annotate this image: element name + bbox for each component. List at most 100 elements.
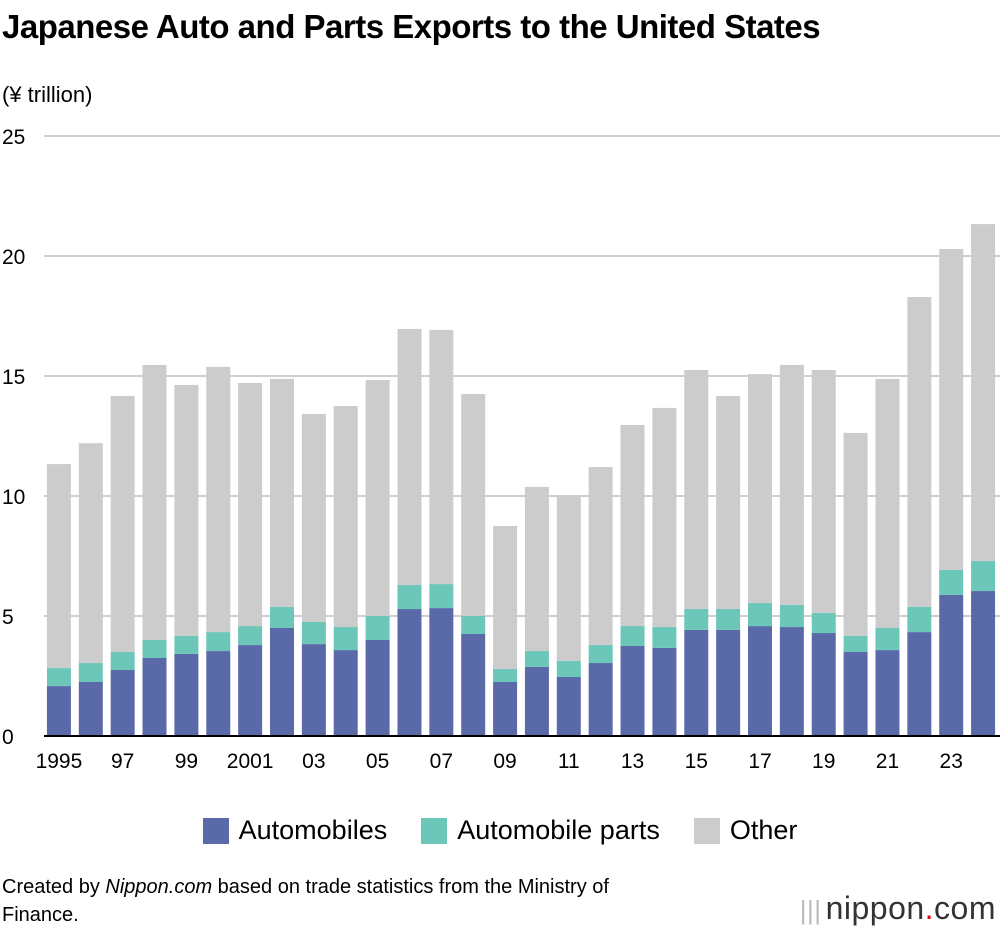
bar-automobiles bbox=[429, 608, 454, 736]
legend-item-other: Other bbox=[693, 815, 797, 846]
bar-automobiles bbox=[397, 609, 422, 736]
bar-other bbox=[971, 224, 996, 562]
bar-automobile-parts bbox=[779, 604, 804, 628]
y-tick-label: 10 bbox=[2, 486, 25, 509]
x-tick-label: 13 bbox=[621, 750, 644, 773]
bar-other bbox=[748, 374, 772, 604]
source-text: Created by bbox=[2, 876, 106, 898]
bar-automobile-parts bbox=[238, 626, 263, 646]
bar-automobile-parts bbox=[907, 606, 932, 633]
bar-automobile-parts bbox=[620, 626, 645, 646]
x-tick-label: 97 bbox=[111, 750, 134, 773]
bar-automobile-parts bbox=[461, 616, 486, 634]
bar-automobile-parts bbox=[174, 635, 199, 654]
bar-automobile-parts bbox=[524, 651, 549, 667]
bar-other bbox=[78, 443, 103, 664]
bar-automobile-parts bbox=[78, 663, 103, 682]
bar-other bbox=[779, 364, 804, 605]
x-tick-label: 09 bbox=[493, 750, 516, 773]
bar-automobile-parts bbox=[142, 640, 167, 658]
bar-automobiles bbox=[620, 646, 645, 736]
y-axis-unit-label: (¥ trillion) bbox=[2, 82, 93, 107]
bar-automobiles bbox=[652, 647, 677, 736]
bar-other bbox=[365, 380, 390, 616]
bar-automobiles bbox=[907, 632, 932, 736]
bar-automobiles bbox=[461, 634, 486, 736]
source-note: Created by Nippon.com based on trade sta… bbox=[2, 873, 642, 929]
bar-automobiles bbox=[524, 666, 549, 736]
legend: Automobiles Automobile parts Other bbox=[0, 815, 1000, 846]
legend-label: Automobiles bbox=[238, 815, 388, 845]
x-tick-label: 21 bbox=[876, 750, 899, 773]
bar-automobiles bbox=[142, 658, 167, 736]
bar-other bbox=[110, 395, 135, 652]
bar-automobiles bbox=[110, 670, 135, 736]
y-tick-label: 15 bbox=[2, 366, 25, 389]
x-tick-label: 19 bbox=[812, 750, 835, 773]
legend-swatch bbox=[421, 817, 448, 844]
bar-other bbox=[461, 394, 486, 616]
bar-automobile-parts bbox=[397, 585, 422, 610]
bar-automobiles bbox=[301, 644, 326, 736]
bar-automobile-parts bbox=[939, 569, 964, 595]
x-tick-label: 99 bbox=[175, 750, 198, 773]
bar-other bbox=[939, 249, 964, 570]
bar-other bbox=[333, 406, 358, 628]
bar-automobiles bbox=[779, 627, 804, 736]
legend-item-automobile-parts: Automobile parts bbox=[421, 815, 660, 846]
bar-automobile-parts bbox=[110, 652, 135, 670]
logo-tld: com bbox=[934, 890, 996, 926]
y-tick-label: 5 bbox=[2, 606, 14, 629]
x-tick-label: 1995 bbox=[36, 750, 83, 773]
bar-automobiles bbox=[748, 626, 772, 736]
legend-label: Automobile parts bbox=[457, 815, 660, 845]
bar-automobile-parts bbox=[301, 622, 326, 645]
bar-automobiles bbox=[588, 663, 613, 736]
logo-bars-icon: ||| bbox=[799, 895, 822, 925]
x-tick-label: 2001 bbox=[227, 750, 274, 773]
bar-automobiles bbox=[206, 651, 231, 736]
bar-automobile-parts bbox=[588, 645, 613, 664]
bar-automobiles bbox=[493, 682, 518, 736]
nippon-com-logo: ||| nippon.com bbox=[800, 890, 996, 927]
bar-other bbox=[174, 384, 199, 636]
legend-swatch bbox=[693, 817, 720, 844]
bar-other bbox=[716, 395, 741, 610]
bar-automobiles bbox=[843, 652, 868, 736]
bar-automobiles bbox=[684, 629, 709, 736]
x-tick-label: 17 bbox=[748, 750, 771, 773]
chart-title: Japanese Auto and Parts Exports to the U… bbox=[2, 8, 821, 45]
legend-item-automobiles: Automobiles bbox=[202, 815, 388, 846]
bar-automobile-parts bbox=[716, 609, 741, 630]
bar-automobiles bbox=[270, 628, 294, 736]
bar-other bbox=[875, 378, 900, 628]
bar-automobiles bbox=[811, 633, 836, 736]
y-tick-label: 0 bbox=[2, 726, 14, 749]
logo-text: nippon bbox=[825, 890, 925, 926]
bar-automobiles bbox=[556, 676, 581, 736]
bar-other bbox=[843, 432, 868, 636]
bar-other bbox=[524, 486, 549, 652]
bar-other bbox=[46, 464, 71, 669]
y-tick-label: 20 bbox=[2, 246, 25, 269]
bar-automobiles bbox=[333, 650, 358, 736]
bar-automobile-parts bbox=[652, 627, 677, 648]
bar-automobile-parts bbox=[46, 668, 71, 687]
bar-other bbox=[907, 297, 932, 607]
bar-automobile-parts bbox=[365, 616, 390, 640]
bar-automobile-parts bbox=[811, 612, 836, 634]
bar-other bbox=[301, 413, 326, 622]
bar-other bbox=[811, 370, 836, 613]
x-tick-label: 23 bbox=[940, 750, 963, 773]
bar-automobile-parts bbox=[684, 609, 709, 630]
bar-other bbox=[142, 364, 167, 640]
x-tick-label: 03 bbox=[302, 750, 325, 773]
bar-other bbox=[620, 424, 645, 627]
y-tick-label: 25 bbox=[2, 126, 25, 149]
bar-automobile-parts bbox=[875, 628, 900, 651]
bar-other bbox=[238, 382, 263, 627]
bar-automobiles bbox=[238, 645, 263, 736]
bar-automobile-parts bbox=[493, 669, 518, 682]
bar-automobile-parts bbox=[556, 660, 581, 677]
